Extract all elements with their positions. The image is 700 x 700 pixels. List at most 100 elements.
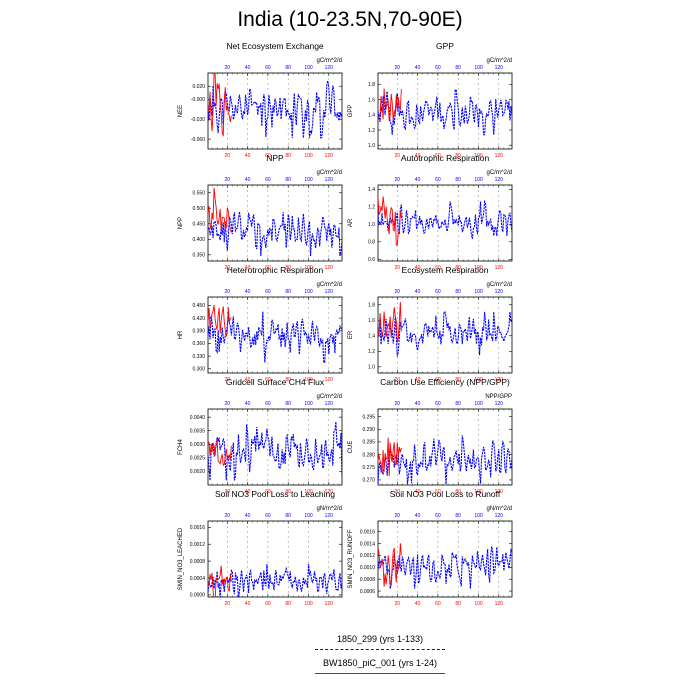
y-tick-label: 0.6	[368, 257, 375, 263]
series-line-1850-299	[378, 546, 512, 589]
y-tick-label: 1.2	[368, 205, 375, 211]
bottom-tick-label: 40	[245, 489, 251, 495]
panel-frame	[377, 72, 513, 150]
panel-title: Soil NO3 Pool Loss to Runoff	[390, 489, 501, 499]
y-tick-label: 0.450	[192, 222, 205, 228]
top-tick-label: 60	[435, 289, 441, 295]
y-tick-label: 0.0020	[190, 469, 206, 475]
series-line-1850-299	[378, 199, 512, 239]
y-tick-label: -0.060	[191, 137, 205, 143]
top-tick-label: 80	[455, 177, 461, 183]
top-tick-label: 60	[435, 513, 441, 519]
panel-units: gN/m^2/d	[487, 506, 513, 512]
top-tick-label: 40	[415, 289, 421, 295]
y-axis-label: SMIN_NO3_LEACHED	[178, 527, 184, 590]
panel-title: GPP	[436, 41, 454, 51]
bottom-tick-label: 20	[395, 601, 401, 607]
panel-units: gC/m^2/d	[317, 170, 343, 176]
y-axis-label: GPP	[348, 105, 354, 118]
top-tick-label: 100	[304, 65, 313, 71]
bottom-tick-label: 20	[395, 153, 401, 159]
y-tick-label: 0.0006	[360, 589, 376, 595]
y-tick-label: 0.0008	[360, 577, 376, 583]
bottom-tick-label: 120	[325, 377, 334, 383]
y-tick-label: 0.0040	[190, 415, 206, 421]
bottom-tick-label: 100	[304, 377, 313, 383]
panel-units: gC/m^2/d	[317, 58, 343, 64]
y-tick-label: 0.0010	[360, 565, 376, 571]
bottom-tick-label: 120	[325, 153, 334, 159]
y-tick-label: 0.0014	[360, 541, 376, 547]
top-tick-label: 100	[474, 401, 483, 407]
series-line-bw1850	[378, 437, 402, 477]
top-tick-label: 80	[285, 513, 291, 519]
top-tick-label: 60	[435, 177, 441, 183]
y-tick-label: 0.550	[192, 191, 205, 197]
y-tick-label: 0.500	[192, 206, 205, 212]
top-tick-label: 120	[495, 289, 504, 295]
y-tick-label: 1.0	[368, 143, 375, 149]
bottom-tick-label: 40	[415, 601, 421, 607]
y-tick-label: 0.350	[192, 253, 205, 259]
bottom-tick-label: 120	[495, 489, 504, 495]
series-line-bw1850	[208, 565, 232, 597]
panel-units: gC/m^2/d	[487, 58, 513, 64]
bottom-tick-label: 100	[474, 153, 483, 159]
bottom-tick-label: 60	[265, 601, 271, 607]
top-tick-label: 60	[265, 177, 271, 183]
top-tick-label: 40	[245, 513, 251, 519]
y-tick-label: -0.030	[191, 117, 205, 123]
y-tick-label: 0.0030	[190, 442, 206, 448]
y-tick-label: 0.360	[192, 341, 205, 347]
bottom-tick-label: 40	[245, 265, 251, 271]
y-axis-label: AR	[348, 218, 354, 227]
top-tick-label: 100	[474, 177, 483, 183]
panel-title: Soil NO3 Pool Loss to Leaching	[215, 489, 335, 499]
bottom-tick-label: 80	[455, 601, 461, 607]
bottom-tick-label: 100	[304, 265, 313, 271]
top-tick-label: 80	[285, 401, 291, 407]
series-line-bw1850	[208, 187, 232, 233]
bottom-tick-label: 20	[225, 265, 231, 271]
y-tick-label: 0.0004	[190, 576, 206, 582]
bottom-tick-label: 60	[265, 265, 271, 271]
bottom-tick-label: 40	[245, 377, 251, 383]
bottom-tick-label: 80	[285, 377, 291, 383]
top-tick-label: 20	[225, 401, 231, 407]
bottom-tick-label: 20	[395, 377, 401, 383]
panel-frame	[377, 408, 513, 486]
top-tick-label: 80	[455, 65, 461, 71]
y-tick-label: 0.020	[192, 84, 205, 90]
bottom-tick-label: 40	[415, 377, 421, 383]
top-tick-label: 80	[285, 177, 291, 183]
y-tick-label: 0.450	[192, 303, 205, 309]
bottom-tick-label: 100	[474, 377, 483, 383]
series-line-1850-299	[378, 311, 512, 357]
y-tick-label: 0.0008	[190, 559, 206, 565]
top-tick-label: 120	[495, 401, 504, 407]
top-tick-label: 40	[245, 177, 251, 183]
y-tick-label: 0.0035	[190, 429, 206, 435]
top-tick-label: 100	[304, 513, 313, 519]
bottom-tick-label: 80	[285, 489, 291, 495]
top-tick-label: 80	[455, 401, 461, 407]
bottom-tick-label: 20	[225, 489, 231, 495]
bottom-tick-label: 60	[435, 377, 441, 383]
top-tick-label: 20	[395, 177, 401, 183]
series-line-1850-299	[208, 421, 342, 481]
y-tick-label: 0.290	[362, 427, 375, 433]
top-tick-label: 20	[395, 401, 401, 407]
y-tick-label: 0.0016	[360, 529, 376, 535]
bottom-tick-label: 60	[435, 265, 441, 271]
top-tick-label: 40	[415, 65, 421, 71]
series-line-1850-299	[378, 88, 512, 136]
bottom-tick-label: 60	[435, 489, 441, 495]
top-tick-label: 80	[285, 289, 291, 295]
bottom-tick-label: 80	[285, 265, 291, 271]
bottom-tick-label: 80	[285, 153, 291, 159]
bottom-tick-label: 20	[395, 489, 401, 495]
bottom-tick-label: 120	[325, 265, 334, 271]
top-tick-label: 120	[325, 513, 334, 519]
bottom-tick-label: 120	[495, 153, 504, 159]
series-line-1850-299	[208, 211, 342, 257]
